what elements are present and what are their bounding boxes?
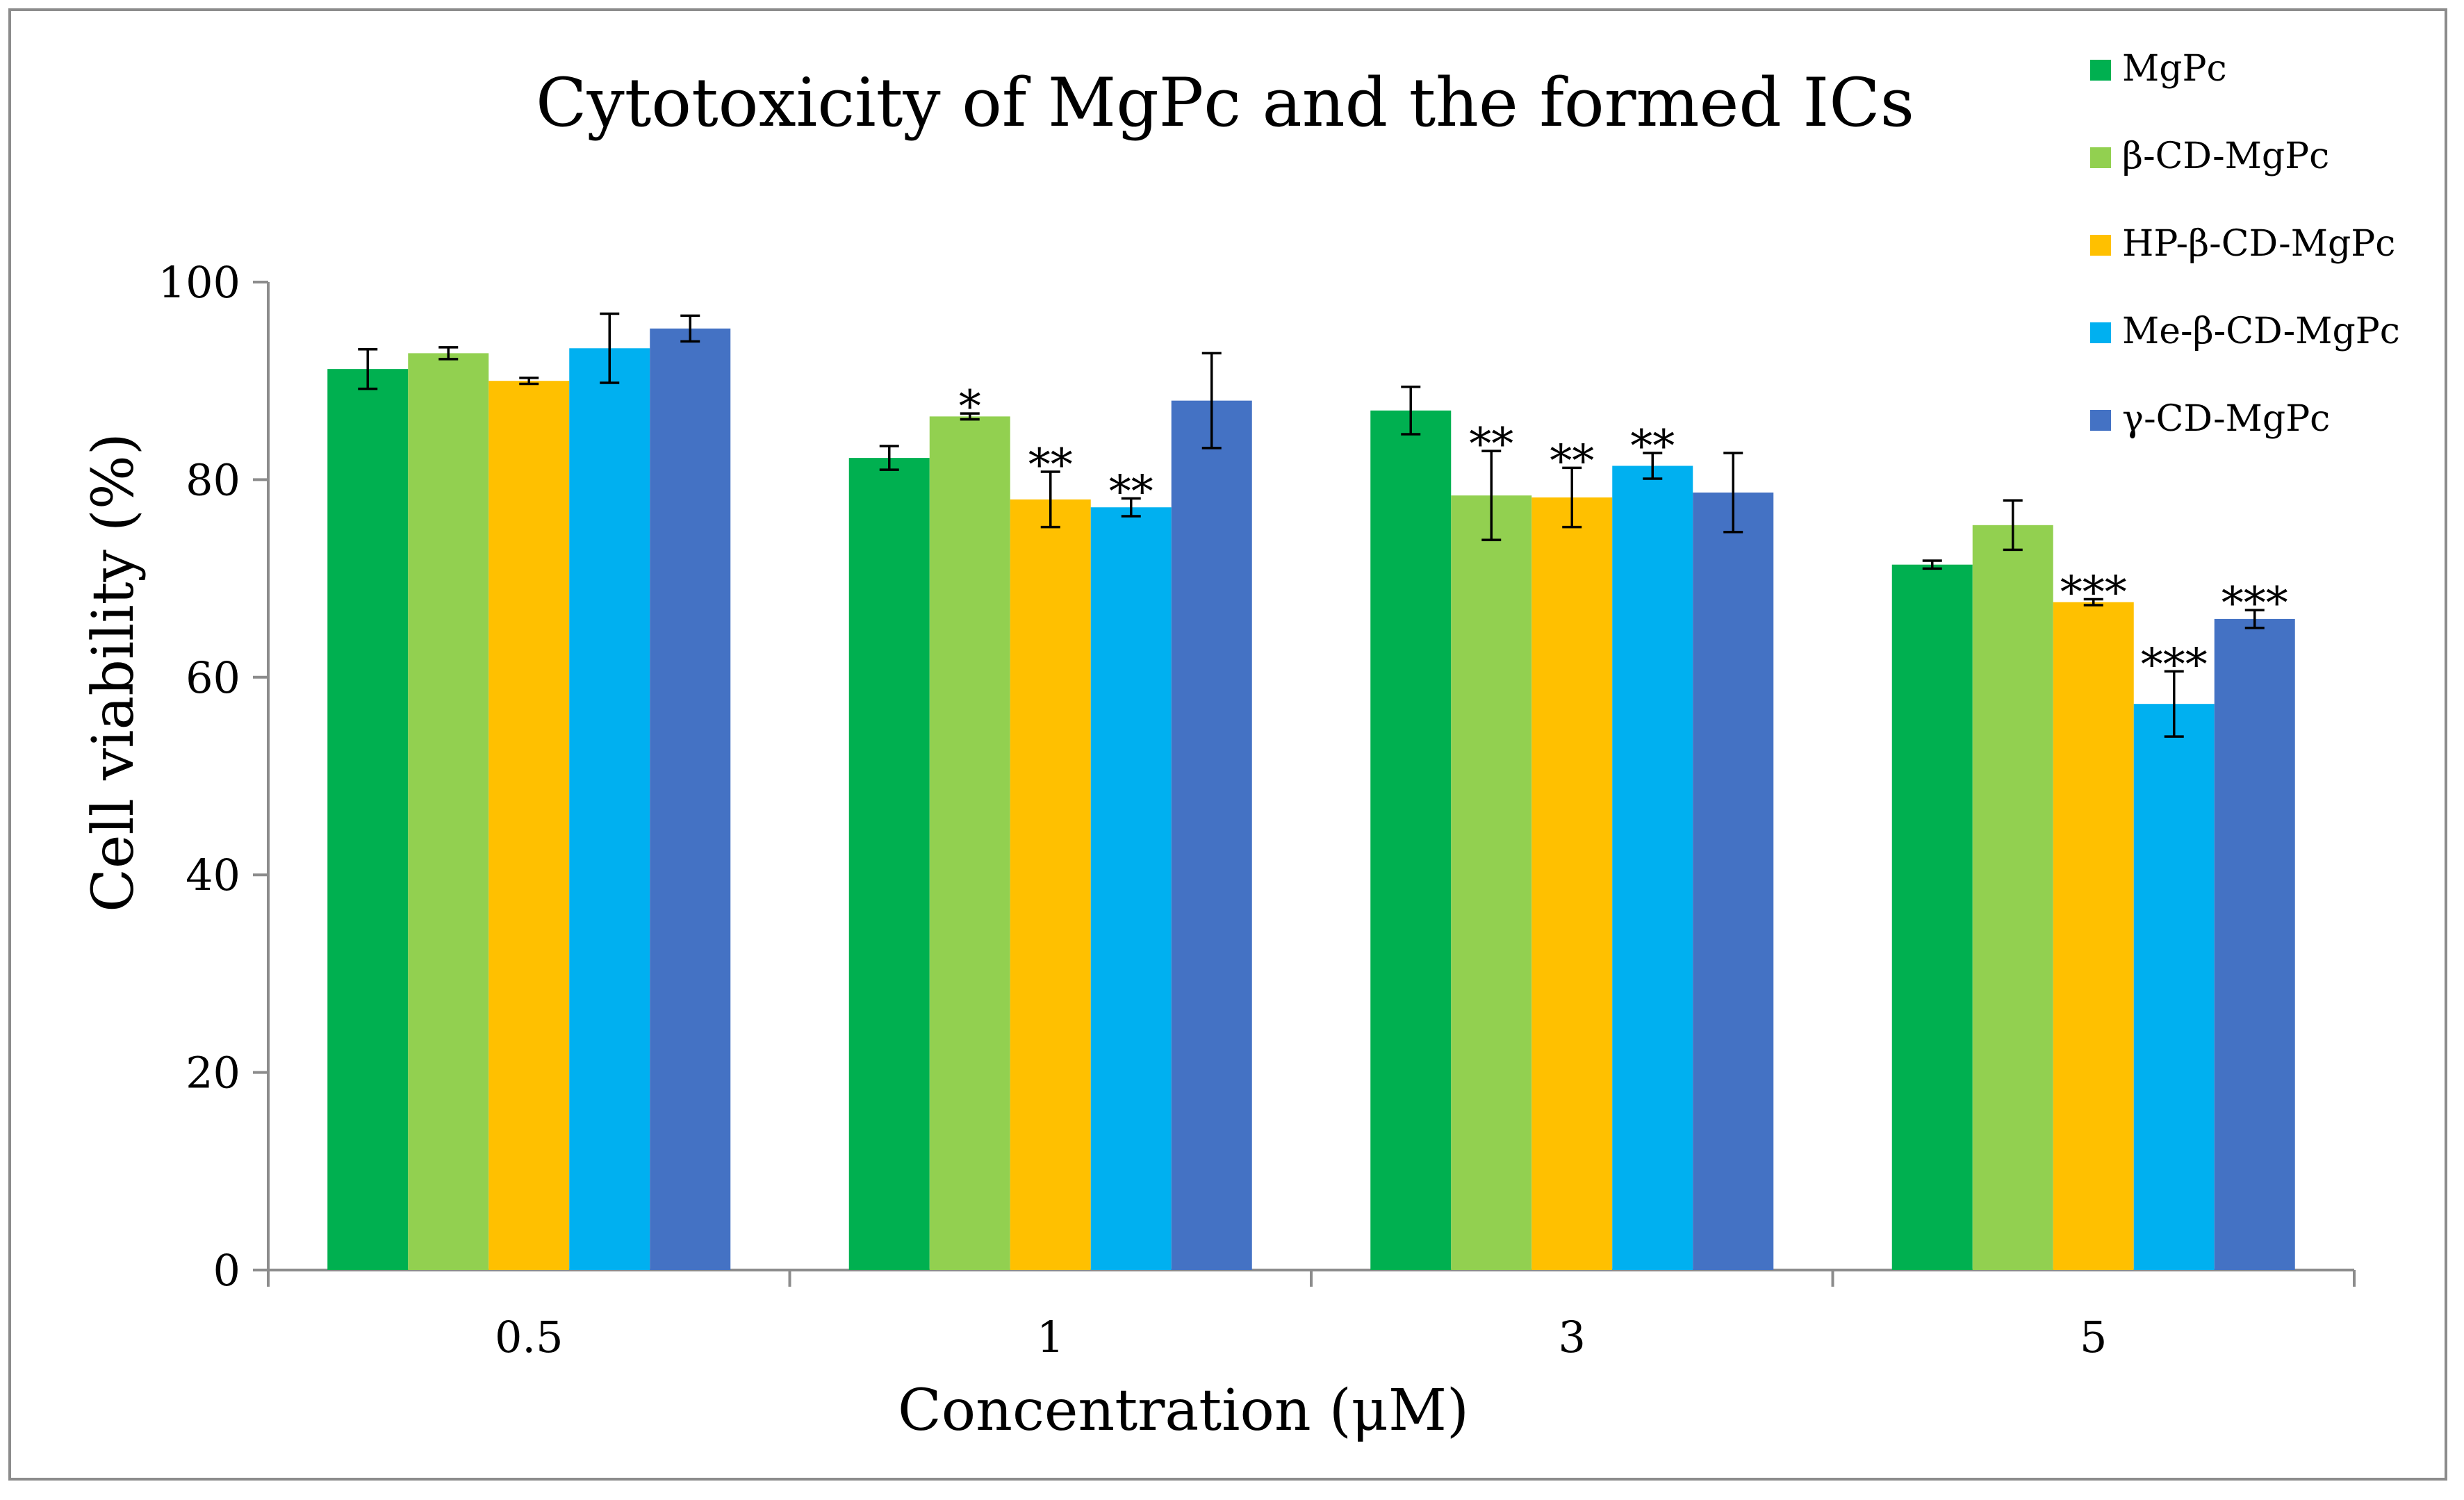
chart-title: Cytotoxicity of MgPc and the formed ICs [536, 64, 1914, 142]
bar [929, 416, 1010, 1270]
legend-label: Me-β-CD-MgPc [2122, 311, 2400, 352]
legend-label: HP-β-CD-MgPc [2122, 223, 2395, 265]
x-tick-label: 3 [1559, 1312, 1586, 1362]
y-axis-label: Cell viability (%) [81, 433, 147, 912]
x-tick-label: 1 [1037, 1312, 1064, 1362]
bar [1891, 564, 1973, 1270]
significance-label: ** [1630, 421, 1675, 472]
significance-label: *** [2141, 639, 2208, 691]
x-axis-label: Concentration (μM) [898, 1378, 1469, 1444]
bar [1010, 499, 1091, 1270]
significance-label: *** [2221, 578, 2288, 629]
y-tick-label: 40 [186, 850, 240, 900]
significance-label: ** [1109, 466, 1153, 518]
bar [2214, 618, 2295, 1270]
bar-chart: Cytotoxicity of MgPc and the formed ICs … [81, 48, 2400, 1444]
bar [1370, 410, 1452, 1270]
x-tick-label: 5 [2080, 1312, 2107, 1362]
significance-label: ** [1550, 436, 1594, 487]
bar [1612, 465, 1693, 1271]
legend-swatch [2090, 235, 2111, 256]
legend-label: γ-CD-MgPc [2122, 398, 2330, 440]
legend-swatch [2090, 147, 2111, 168]
significance-label: * [959, 381, 981, 433]
bar [408, 353, 489, 1270]
legend-swatch [2090, 322, 2111, 343]
bar [1090, 507, 1172, 1270]
legend-swatch [2090, 410, 2111, 431]
bar [488, 381, 570, 1271]
bar [1693, 492, 1774, 1270]
x-tick-label: 0.5 [495, 1312, 564, 1362]
bar [2133, 704, 2215, 1270]
bar [2053, 602, 2134, 1270]
bar [1972, 525, 2053, 1270]
bar [1531, 497, 1613, 1270]
bar [1171, 400, 1252, 1270]
significance-label: ** [1469, 419, 1513, 470]
bar [650, 328, 731, 1271]
legend-label: MgPc [2122, 48, 2227, 90]
y-tick-label: 60 [186, 652, 240, 703]
significance-label: ** [1028, 440, 1073, 491]
legend-label: β-CD-MgPc [2122, 135, 2329, 177]
y-tick-label: 80 [186, 454, 240, 505]
y-tick-label: 20 [186, 1048, 240, 1098]
legend: MgPc β-CD-MgPc HP-β-CD-MgPc Me-β-CD-MgPc γ-C… [2090, 48, 2400, 440]
bar [569, 348, 650, 1271]
significance-label: *** [2060, 567, 2127, 618]
y-tick-label: 0 [213, 1245, 240, 1296]
bar [1451, 495, 1532, 1270]
bar [327, 369, 409, 1270]
legend-swatch [2090, 60, 2111, 81]
bar [848, 458, 930, 1271]
y-tick-label: 100 [158, 257, 240, 308]
chart-frame: Cytotoxicity of MgPc and the formed ICs … [8, 8, 2447, 1481]
